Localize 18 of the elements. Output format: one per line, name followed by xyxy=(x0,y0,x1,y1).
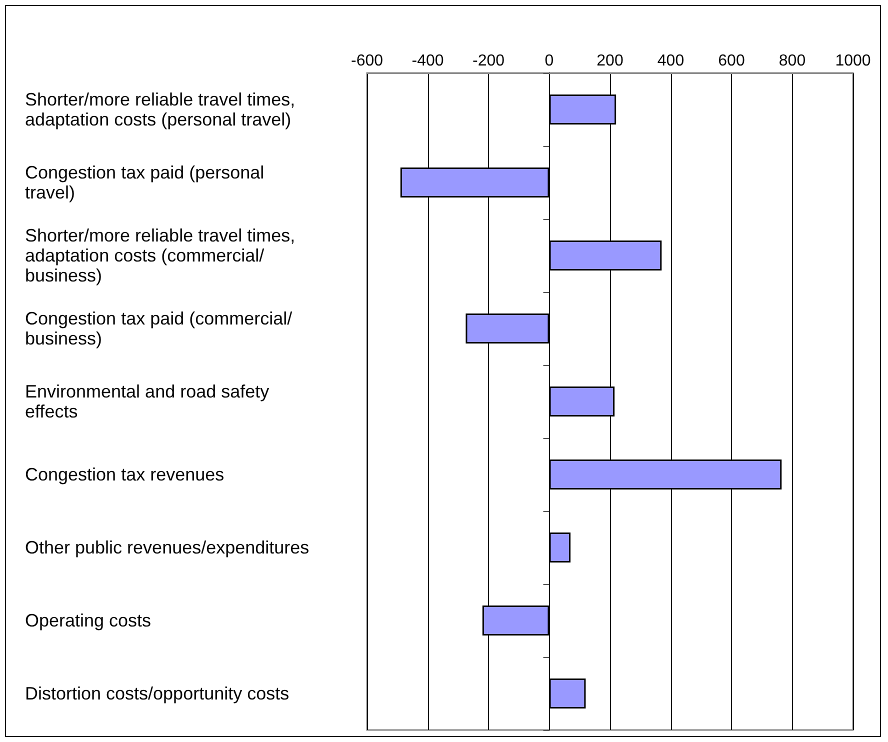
y-tick-label: Shorter/more reliable travel times, adaptation costs (commercial/business) xyxy=(25,226,300,286)
y-tick-label: Congestion tax paid (personal travel) xyxy=(25,162,270,202)
x-tick-label: 800 xyxy=(778,52,806,70)
x-tick-label: 0 xyxy=(544,52,554,70)
x-tick-label: -600 xyxy=(350,52,384,70)
x-tick-label: 1000 xyxy=(835,52,871,70)
y-tick-label: Operating costs xyxy=(25,610,152,630)
x-tick-label: 600 xyxy=(718,52,745,70)
y-tick-label: Other public revenues/expenditures xyxy=(25,538,310,558)
x-tick-label: 400 xyxy=(657,52,684,70)
x-tick-label: -400 xyxy=(412,52,444,70)
x-tick-label: -200 xyxy=(472,52,505,70)
x-tick-label: 200 xyxy=(596,52,624,70)
y-tick-label: Distortion costs/opportunity costs xyxy=(25,684,290,704)
y-tick-label: Congestion tax paid (commercial/ business) xyxy=(25,308,298,348)
y-tick-label: Environmental and road safety effects xyxy=(25,382,274,422)
y-tick-label: Shorter/more reliable travel times, adaptation costs (personal travel) xyxy=(25,90,300,130)
y-tick-label: Congestion tax revenues xyxy=(25,464,224,484)
